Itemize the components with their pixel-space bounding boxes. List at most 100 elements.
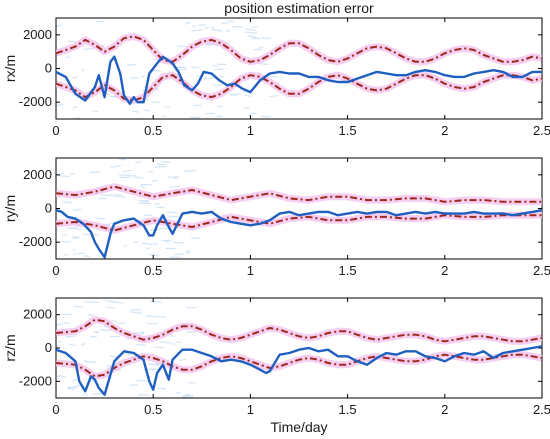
y-axis-label: rz/m bbox=[2, 334, 18, 361]
noise-mark bbox=[72, 237, 80, 240]
noise-mark bbox=[244, 94, 252, 98]
noise-mark bbox=[96, 20, 105, 23]
x-tick-label: 2.5 bbox=[533, 402, 550, 417]
noise-mark bbox=[127, 63, 136, 66]
noise-mark bbox=[229, 92, 242, 96]
noise-mark bbox=[134, 176, 144, 179]
y-tick-label: -2000 bbox=[19, 373, 52, 388]
x-tick-label: 2 bbox=[441, 402, 448, 417]
x-tick-label: 1 bbox=[247, 402, 254, 417]
noise-mark bbox=[154, 346, 164, 349]
noise-mark bbox=[141, 199, 149, 203]
noise-mark bbox=[122, 169, 133, 173]
noise-mark bbox=[73, 305, 83, 308]
noise-mark bbox=[251, 37, 261, 40]
x-tick-label: 1 bbox=[247, 263, 254, 278]
noise-mark bbox=[155, 206, 165, 209]
noise-mark bbox=[130, 311, 142, 314]
noise-mark bbox=[151, 179, 158, 182]
noise-mark bbox=[248, 35, 255, 38]
noise-mark bbox=[72, 76, 78, 79]
noise-mark bbox=[191, 29, 203, 32]
error-series-line bbox=[56, 345, 542, 396]
noise-mark bbox=[160, 341, 172, 344]
noise-mark bbox=[185, 393, 190, 396]
noise-mark bbox=[112, 301, 124, 304]
y-tick-label: 0 bbox=[45, 340, 52, 355]
noise-mark bbox=[89, 171, 101, 173]
noise-mark bbox=[69, 172, 76, 175]
noise-mark bbox=[123, 244, 128, 248]
noise-mark bbox=[57, 175, 70, 178]
noise-mark bbox=[166, 211, 178, 214]
noise-mark bbox=[243, 106, 250, 110]
noise-mark bbox=[87, 313, 95, 317]
noise-mark bbox=[61, 233, 67, 237]
noise-mark bbox=[169, 256, 181, 259]
noise-mark bbox=[129, 384, 138, 387]
x-tick-label: 0 bbox=[52, 123, 59, 138]
noise-mark bbox=[129, 174, 137, 177]
noise-mark bbox=[146, 315, 158, 318]
chart-title: position estimation error bbox=[224, 0, 374, 16]
noise-mark bbox=[59, 172, 64, 175]
noise-mark bbox=[185, 251, 190, 254]
error-series-line bbox=[56, 209, 542, 259]
y-tick-label: 2000 bbox=[23, 167, 52, 182]
noise-mark bbox=[214, 68, 224, 71]
noise-mark bbox=[231, 25, 244, 28]
x-tick-label: 0.5 bbox=[144, 263, 162, 278]
noise-mark bbox=[154, 165, 166, 168]
noise-mark bbox=[211, 29, 223, 32]
noise-mark bbox=[65, 335, 77, 338]
axes-box bbox=[55, 157, 543, 260]
y-tick-label: 0 bbox=[45, 61, 52, 76]
noise-mark bbox=[114, 195, 126, 199]
noise-mark bbox=[196, 75, 201, 78]
noise-mark bbox=[67, 387, 75, 391]
bound-halo-line bbox=[56, 211, 542, 234]
noise-mark bbox=[106, 306, 116, 309]
noise-mark bbox=[220, 21, 229, 25]
noise-mark bbox=[167, 176, 178, 179]
noise-mark bbox=[110, 165, 122, 168]
x-tick-label: 1.5 bbox=[339, 123, 357, 138]
y-tick-label: -2000 bbox=[19, 234, 52, 249]
noise-mark bbox=[95, 217, 106, 220]
noise-mark bbox=[67, 386, 78, 389]
noise-mark bbox=[99, 329, 112, 331]
noise-mark bbox=[72, 106, 78, 109]
bound-halo-line bbox=[56, 33, 542, 66]
y-tick-label: 2000 bbox=[23, 27, 52, 42]
upper-bound-line bbox=[56, 35, 542, 63]
noise-mark bbox=[191, 25, 196, 28]
noise-mark bbox=[136, 379, 148, 382]
noise-mark bbox=[74, 384, 82, 387]
noise-mark bbox=[121, 353, 132, 356]
noise-mark bbox=[210, 26, 215, 29]
x-tick-label: 0.5 bbox=[144, 123, 162, 138]
noise-mark bbox=[185, 249, 191, 253]
noise-mark bbox=[56, 103, 63, 107]
error-series-line bbox=[56, 55, 542, 105]
noise-mark bbox=[216, 105, 223, 108]
noise-mark bbox=[182, 396, 194, 398]
noise-mark bbox=[140, 75, 145, 78]
noise-mark bbox=[245, 28, 257, 31]
noise-mark bbox=[140, 331, 145, 335]
x-tick-label: 2 bbox=[441, 263, 448, 278]
noise-mark bbox=[186, 330, 197, 333]
noise-mark bbox=[60, 240, 71, 243]
series-group bbox=[56, 33, 542, 105]
noise-mark bbox=[268, 95, 278, 98]
noise-mark bbox=[73, 208, 82, 212]
noise-mark bbox=[132, 110, 139, 113]
noise-mark bbox=[72, 253, 77, 256]
y-axis-label: ry/m bbox=[2, 195, 18, 222]
noise-mark bbox=[116, 322, 126, 325]
y-tick-label: 2000 bbox=[23, 307, 52, 322]
x-tick-label: 2.5 bbox=[533, 263, 550, 278]
x-tick-label: 0.5 bbox=[144, 402, 162, 417]
